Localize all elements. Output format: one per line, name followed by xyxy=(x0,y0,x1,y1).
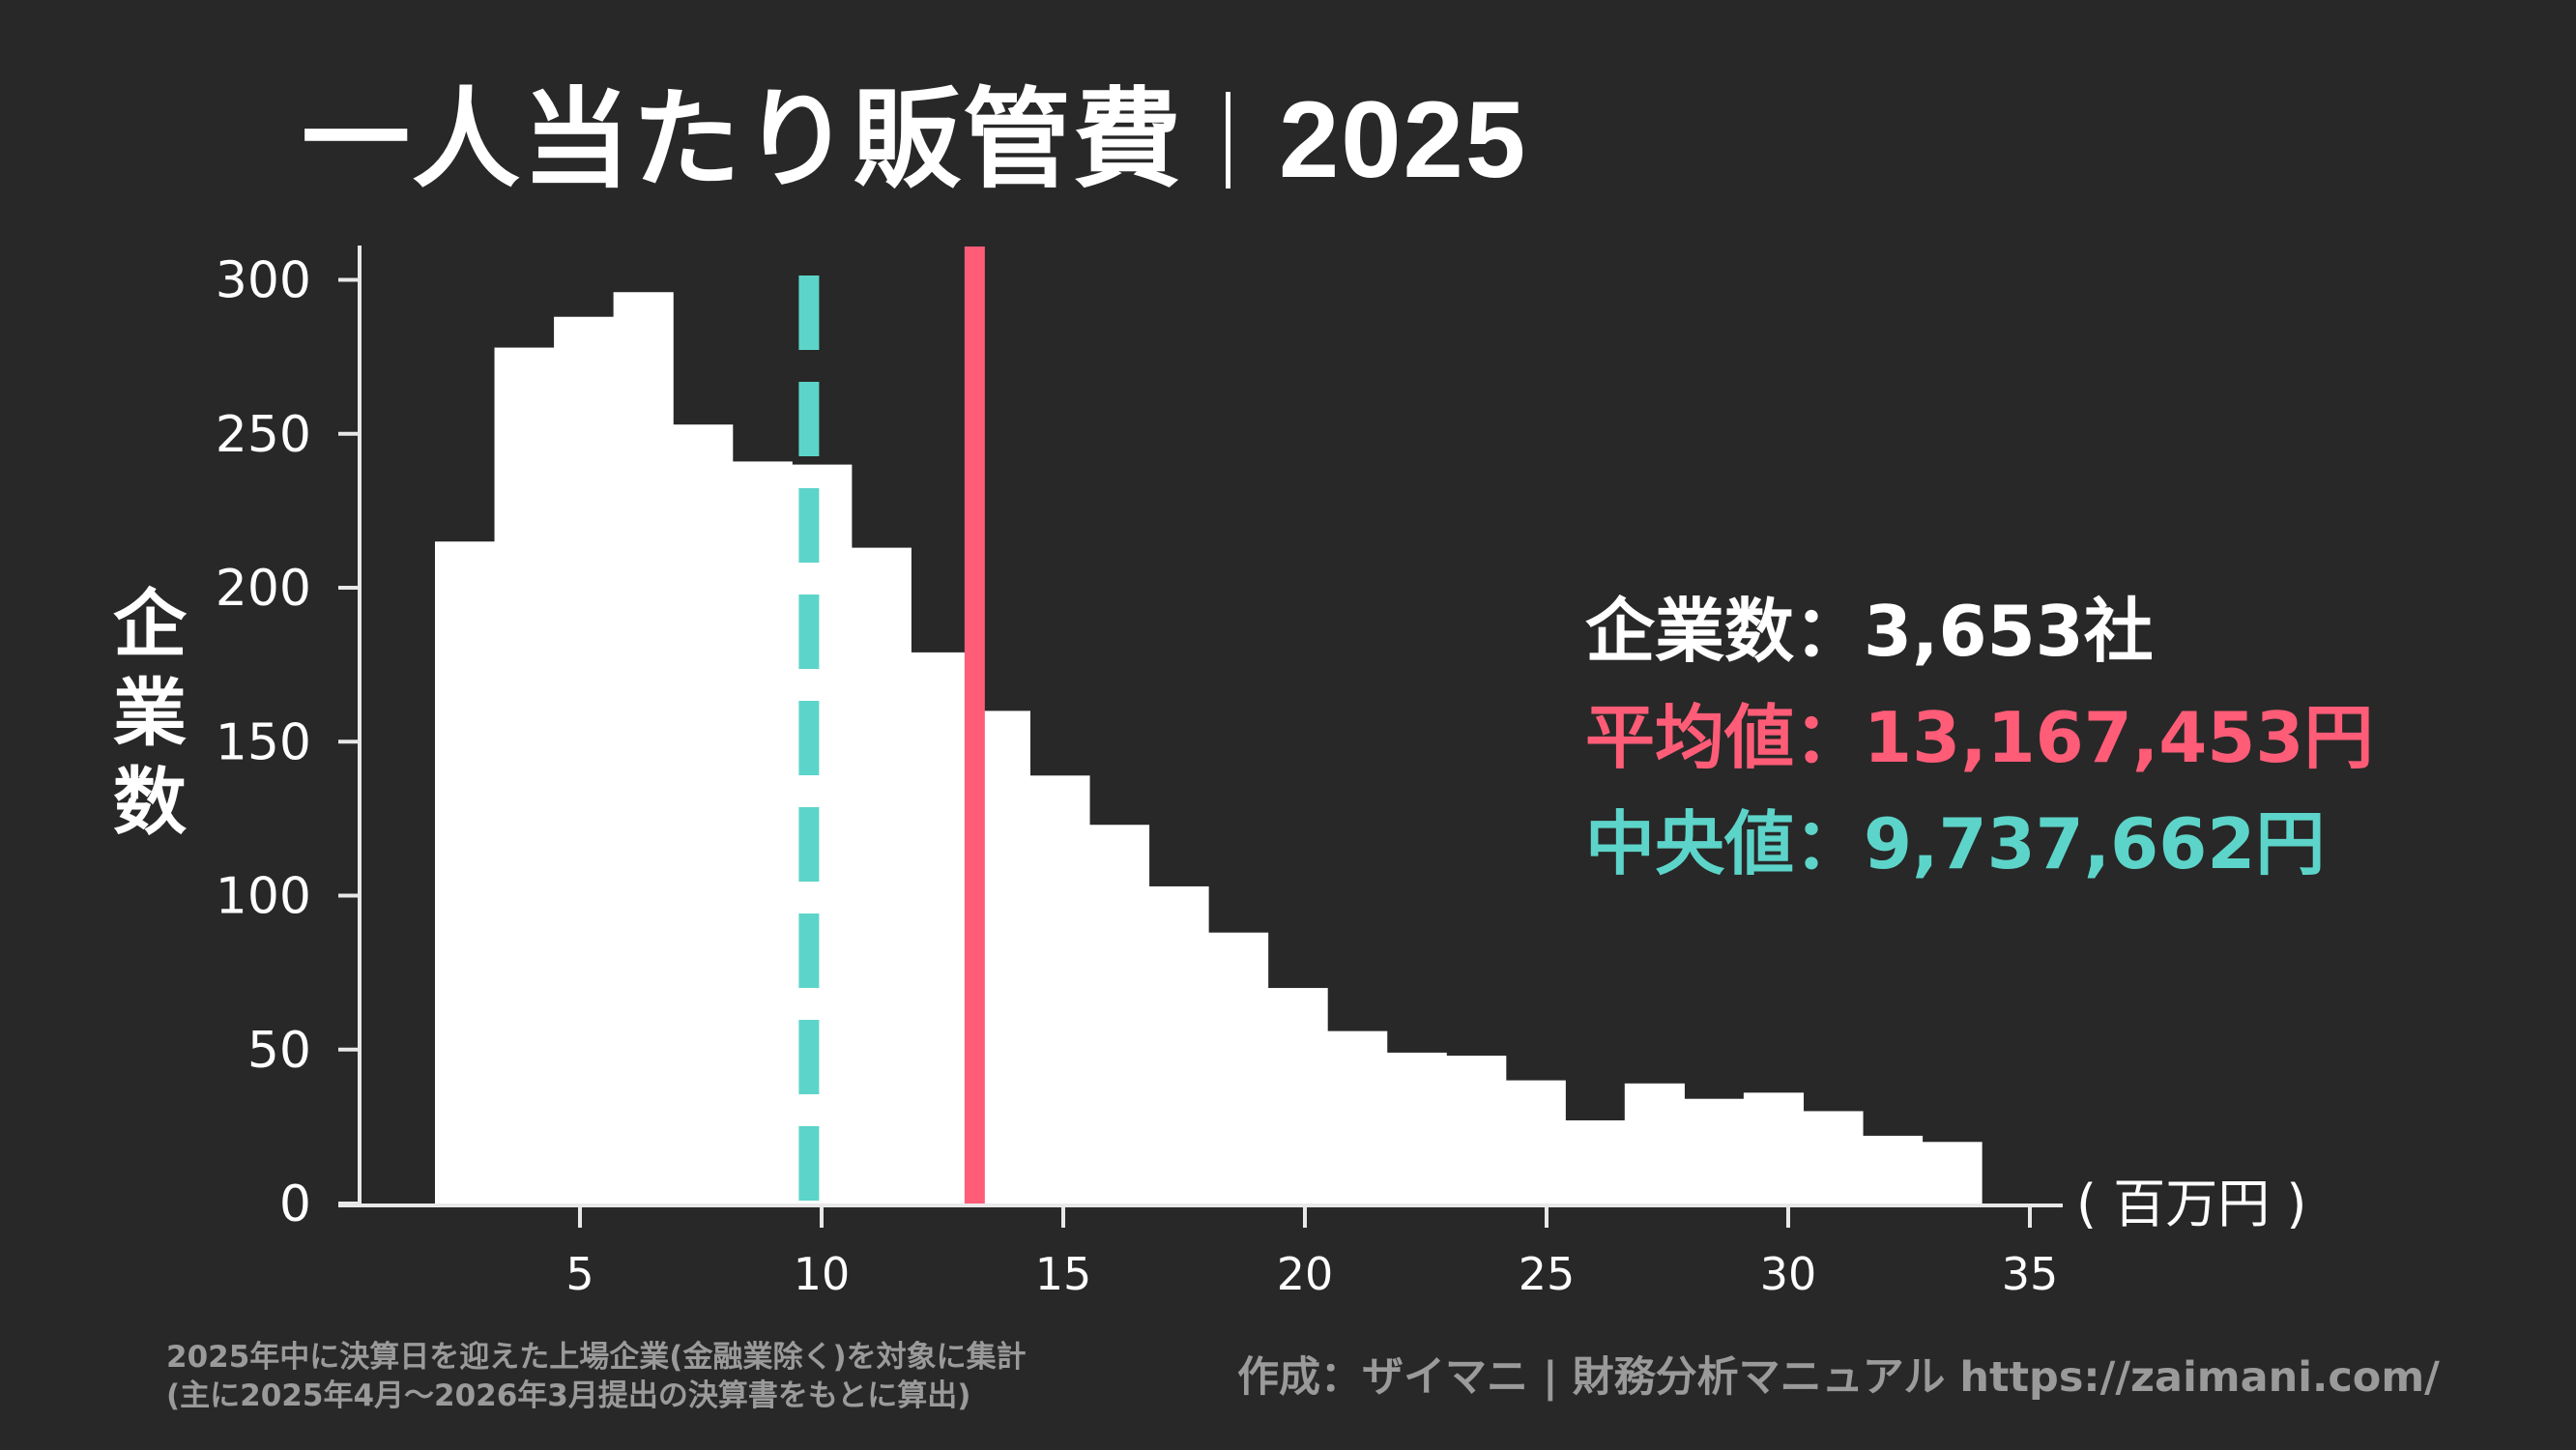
median-label: 中央値： xyxy=(1585,803,1865,884)
y-tick-label: 100 xyxy=(216,868,311,926)
footnote: 2025年中に決算日を迎えた上場企業(金融業除く)を対象に集計 (主に2025年… xyxy=(166,1338,1027,1415)
x-axis: 5 10 15 20 25 30 35 xyxy=(338,1204,2063,1300)
median-amount: 9,737,662円 xyxy=(1864,803,2326,884)
x-tick-label: 10 xyxy=(794,1248,851,1300)
x-tick-label: 15 xyxy=(1035,1248,1092,1300)
title-year: 2025 xyxy=(1279,79,1528,200)
histogram-bar xyxy=(613,292,674,1204)
credit-text: 作成：ザイマニ | 財務分析マニュアル https://zaimani.com/ xyxy=(1237,1353,2440,1402)
y-tick-label: 250 xyxy=(216,406,311,464)
histogram-bars xyxy=(435,292,1983,1204)
x-tick-label: 20 xyxy=(1277,1248,1334,1300)
mean-label: 平均値： xyxy=(1585,697,1865,778)
company-count-value: 3,653社 xyxy=(1864,591,2154,672)
histogram-bar xyxy=(1148,885,1209,1204)
x-tick-label: 25 xyxy=(1519,1248,1576,1300)
histogram-bar xyxy=(1565,1120,1626,1204)
histogram-bar xyxy=(851,547,912,1204)
y-axis-label-char: 数 xyxy=(113,759,187,845)
histogram-bar xyxy=(1088,825,1150,1204)
chart-title: 一人当たり販管費 2025 xyxy=(302,68,1527,213)
mean-amount: 13,167,453円 xyxy=(1864,697,2374,778)
y-tick-label: 300 xyxy=(216,252,311,310)
histogram-bar xyxy=(1862,1135,1924,1204)
histogram-bar xyxy=(1505,1080,1566,1204)
histogram-bar xyxy=(1743,1092,1805,1204)
histogram-bar xyxy=(1386,1052,1447,1204)
x-tick-label: 30 xyxy=(1760,1248,1817,1300)
histogram-bar xyxy=(1327,1030,1388,1204)
stats-annotation: 企業数：3,653社 平均値：13,167,453円 中央値：9,737,662… xyxy=(1585,578,2374,897)
histogram-bar xyxy=(494,347,555,1204)
footnote-line-1: 2025年中に決算日を迎えた上場企業(金融業除く)を対象に集計 xyxy=(166,1340,1027,1375)
company-count-label: 企業数： xyxy=(1585,591,1865,672)
median-value: 中央値：9,737,662円 xyxy=(1585,791,2374,897)
histogram-bar xyxy=(554,316,615,1204)
y-axis-label-char: 企 xyxy=(113,581,187,667)
title-main: 一人当たり販管費 xyxy=(302,79,1183,200)
x-tick-label: 35 xyxy=(2002,1248,2059,1300)
histogram-bar xyxy=(1029,775,1090,1204)
histogram-bar xyxy=(673,424,734,1204)
y-tick-label: 0 xyxy=(279,1175,311,1233)
histogram-bar xyxy=(732,461,793,1204)
y-tick-label: 150 xyxy=(216,713,311,771)
histogram-bar xyxy=(1803,1111,1864,1204)
y-axis-label-char: 業 xyxy=(113,670,187,756)
y-tick-label: 200 xyxy=(216,560,311,618)
y-axis-label: 企 業 数 xyxy=(106,580,193,847)
histogram-bar xyxy=(1922,1142,1983,1204)
mean-value: 平均値：13,167,453円 xyxy=(1585,684,2374,791)
histogram-bar xyxy=(1446,1056,1507,1204)
footnote-line-2: (主に2025年4月～2026年3月提出の決算書をもとに算出) xyxy=(166,1378,971,1413)
title-separator xyxy=(1226,92,1230,188)
histogram-bar xyxy=(1684,1098,1745,1204)
y-axis: 0 50 100 150 200 250 300 xyxy=(216,246,362,1233)
x-tick-label: 5 xyxy=(565,1248,593,1300)
histogram-bar xyxy=(911,652,971,1204)
histogram-bar xyxy=(435,541,496,1204)
histogram-bar xyxy=(1624,1083,1685,1204)
histogram-bar xyxy=(1208,932,1269,1204)
x-axis-unit-label: ( 百万円 ) xyxy=(2076,1174,2307,1234)
reference-lines xyxy=(798,246,985,1204)
histogram-bar xyxy=(1267,988,1328,1204)
company-count: 企業数：3,653社 xyxy=(1585,578,2374,684)
y-tick-label: 50 xyxy=(247,1022,311,1080)
